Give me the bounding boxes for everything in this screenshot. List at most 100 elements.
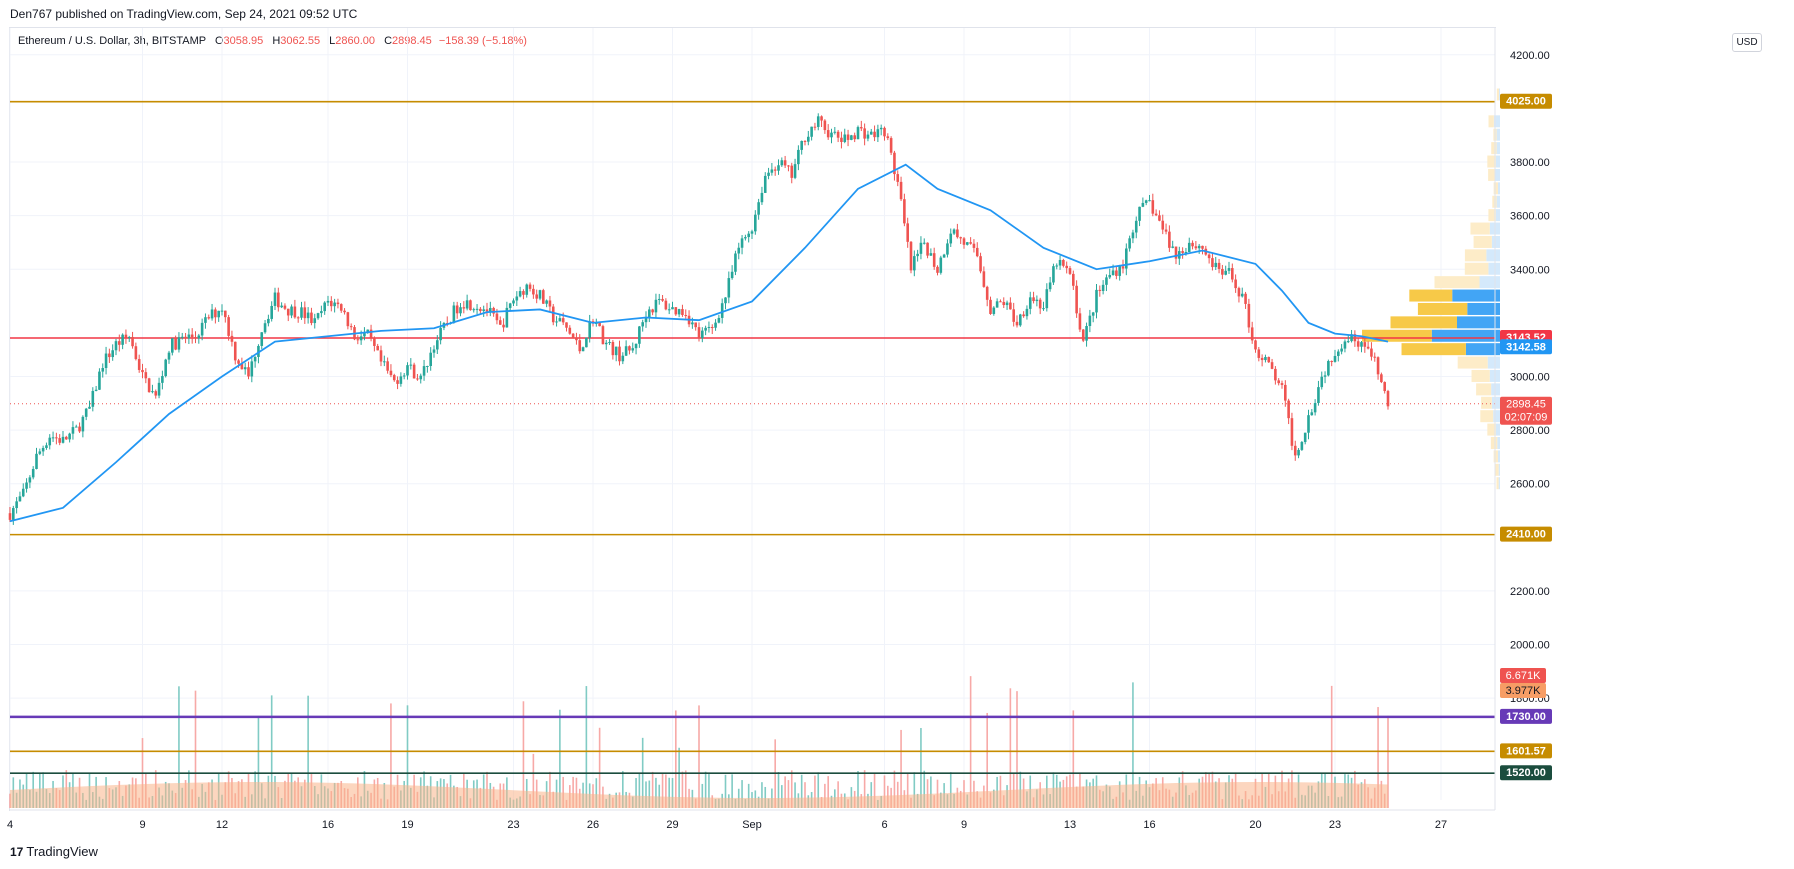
candle-down (58, 438, 61, 443)
volume-bar (645, 781, 647, 808)
candle-up (363, 333, 366, 337)
volume-profile-down-bar (1498, 463, 1500, 476)
volume-bar (761, 782, 763, 808)
y-tick-label: 2000.00 (1510, 640, 1550, 652)
candle-down (1065, 265, 1068, 269)
candle-down (1386, 391, 1390, 407)
tradingview-logo[interactable]: 17 TradingView (10, 844, 98, 859)
candle-up (177, 337, 181, 350)
candle-up (313, 318, 317, 324)
volume-profile-up-bar (1464, 262, 1489, 275)
candle-up (608, 342, 611, 344)
volume-bar (648, 780, 651, 808)
candle-down (1380, 374, 1383, 383)
candle-up (525, 284, 529, 295)
candle-down (485, 309, 489, 312)
candle-up (1360, 342, 1363, 347)
candle-down (787, 165, 790, 167)
candle-down (1370, 348, 1373, 357)
level-label-box (1500, 93, 1552, 109)
candle-down (233, 341, 237, 361)
volume-profile-down-bar (1431, 329, 1500, 342)
volume-profile-up-bar (1476, 383, 1492, 396)
candle-down (681, 309, 684, 316)
currency-button[interactable]: USD (1732, 33, 1762, 52)
candle-up (472, 309, 476, 311)
volume-last-label: 6.671K (1506, 670, 1542, 682)
candle-down (194, 337, 197, 339)
countdown-label: 02:07:09 (1505, 412, 1548, 424)
candle-down (551, 306, 555, 323)
candle-down (1217, 262, 1221, 269)
candle-up (383, 361, 386, 363)
candle-down (823, 120, 827, 131)
volume-bar (575, 777, 578, 808)
volume-bar (794, 782, 796, 808)
candle-up (929, 253, 933, 256)
x-tick-label: 29 (666, 819, 678, 831)
candle-up (919, 242, 923, 254)
volume-bar (178, 686, 180, 808)
candle-down (237, 360, 240, 364)
candle-down (303, 307, 307, 319)
candle-up (734, 253, 737, 272)
candle-up (323, 302, 326, 312)
volume-bar (1016, 691, 1018, 808)
volume-profile-up-bar (1491, 142, 1497, 155)
volume-profile-up-bar (1480, 410, 1494, 423)
candle-down (1191, 242, 1194, 247)
candle-down (962, 238, 966, 245)
candle-down (1032, 297, 1035, 302)
open-value: 3058.95 (223, 35, 264, 47)
candle-down (118, 341, 121, 345)
x-tick-label: 16 (1143, 819, 1155, 831)
candle-down (1015, 321, 1019, 326)
moving-average (9, 163, 1389, 523)
candle-down (283, 305, 287, 309)
low-label: L (329, 35, 336, 47)
candle-up (270, 305, 273, 319)
candle-down (568, 327, 572, 334)
volume-profile-down-bar (1497, 182, 1500, 195)
level-label: 1601.57 (1506, 745, 1546, 757)
volume-profile-down-bar (1495, 209, 1500, 222)
volume-bar (661, 773, 664, 808)
candle-up (1105, 277, 1108, 285)
level-label: 4025.00 (1506, 96, 1546, 108)
level-label: 1730.00 (1506, 711, 1546, 723)
candle-up (1095, 289, 1098, 313)
candle-down (1154, 213, 1158, 216)
volume-bar (194, 690, 197, 808)
volume-ma-area (10, 782, 1388, 808)
volume-profile-up-bar (1481, 396, 1492, 409)
price-axis: 4200.00 3800.00 3600.00 3400.00 3000.00 2800.… (1494, 28, 1552, 810)
candle-down (502, 324, 505, 328)
volume-bar (585, 686, 588, 808)
ma-line (9, 163, 1389, 523)
candle-up (807, 136, 810, 142)
volume-bar (870, 782, 873, 808)
volume-bar (665, 774, 667, 808)
candle-down (131, 336, 134, 347)
candle-down (336, 302, 340, 305)
high-label: H (272, 35, 281, 47)
candle-up (217, 310, 220, 318)
candle-down (710, 327, 714, 329)
candle-up (691, 322, 694, 325)
candle-down (1194, 246, 1198, 249)
horizontal-levels (10, 100, 1495, 774)
candle-up (869, 131, 873, 135)
grid-lines (9, 28, 1495, 800)
volume-profile-down-bar (1496, 142, 1500, 155)
candle-up (767, 172, 770, 176)
candle-down (144, 372, 148, 379)
candle-up (614, 346, 618, 356)
volume-bar (804, 782, 806, 808)
high-value: 3062.55 (280, 35, 321, 47)
candle-down (147, 378, 151, 393)
candle-up (280, 305, 283, 308)
candle-down (1247, 303, 1251, 328)
candle-up (429, 352, 432, 367)
candle-up (426, 366, 429, 368)
